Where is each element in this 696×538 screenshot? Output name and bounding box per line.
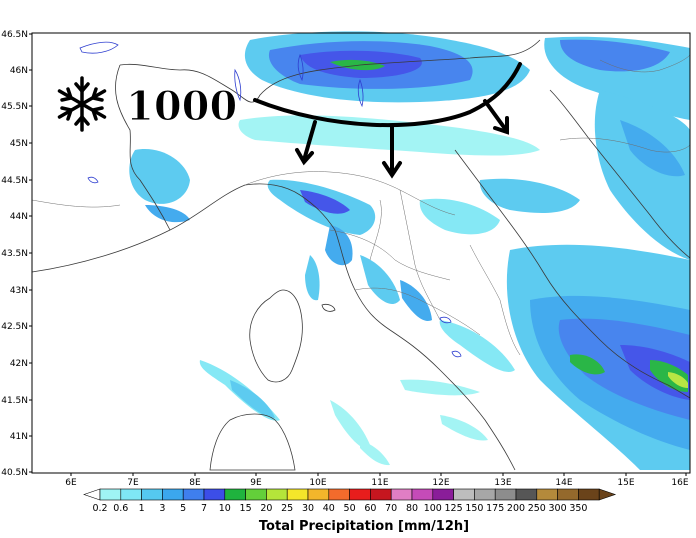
legend-swatch xyxy=(99,488,122,501)
legend-tick-label: 3 xyxy=(159,503,165,514)
legend-tick-label: 70 xyxy=(385,503,397,514)
lakes xyxy=(79,41,462,358)
legend-tick-label: 1 xyxy=(139,503,145,514)
legend-swatch xyxy=(203,488,226,501)
legend-swatch xyxy=(120,488,142,501)
lat-label: 42.5N xyxy=(1,322,28,332)
legend-tick-label: 175 xyxy=(486,503,504,514)
legend-swatch xyxy=(474,488,496,501)
legend-swatch xyxy=(515,488,538,501)
snowflake-icon xyxy=(57,76,107,132)
lat-label: 42N xyxy=(10,359,28,369)
lon-label: 8E xyxy=(189,478,201,488)
legend-tick-label: 5 xyxy=(180,503,186,514)
lon-label: 15E xyxy=(617,478,634,488)
legend-tick-label: 125 xyxy=(445,503,463,514)
legend-tick-label: 40 xyxy=(323,503,335,514)
legend-swatch xyxy=(349,488,371,501)
legend-labels: 0.2 0.6 1 3 5 7 10 15 20 25 30 40 50 60 70 80 100 125 150 1… xyxy=(92,503,587,514)
lat-label: 40.5N xyxy=(1,468,28,478)
arrow-down-icon xyxy=(483,99,509,135)
lon-label: 16E xyxy=(671,478,688,488)
legend-tick-label: 15 xyxy=(240,503,252,514)
coastlines xyxy=(31,39,691,471)
legend-swatch xyxy=(453,488,475,501)
lat-label: 44.5N xyxy=(1,176,28,186)
legend-tick-label: 150 xyxy=(465,503,483,514)
legend-swatch xyxy=(182,488,205,501)
legend-tick-label: 10 xyxy=(219,503,231,514)
legend-swatch xyxy=(266,488,288,501)
legend-swatch xyxy=(390,488,413,501)
arrow-down-icon xyxy=(295,120,317,166)
legend-swatch xyxy=(245,488,267,501)
lon-label: 9E xyxy=(250,478,262,488)
lon-label: 10E xyxy=(309,478,326,488)
cold-air-front xyxy=(253,62,522,179)
lon-label: 6E xyxy=(65,478,77,488)
legend-swatch xyxy=(411,488,434,501)
legend-swatch xyxy=(432,488,454,501)
lat-label: 46.5N xyxy=(1,30,28,40)
legend-title: Total Precipitation [mm/12h] xyxy=(259,519,469,534)
lon-label: 7E xyxy=(127,478,139,488)
legend-tick-label: 30 xyxy=(302,503,314,514)
lon-label: 13E xyxy=(494,478,511,488)
legend-tick-label: 80 xyxy=(406,503,418,514)
legend-tick-label: 100 xyxy=(424,503,442,514)
legend-colorbar xyxy=(83,488,617,501)
legend-overflow-arrow xyxy=(598,488,617,501)
legend-tick-label: 300 xyxy=(549,503,567,514)
lat-label: 41.5N xyxy=(1,396,28,406)
snow-level-annotation: 1000 xyxy=(57,76,238,132)
lat-label: 46N xyxy=(10,66,28,76)
legend-swatch xyxy=(494,488,517,501)
legend-swatch xyxy=(578,488,600,501)
legend-tick-label: 0.6 xyxy=(113,503,128,514)
legend-swatch xyxy=(286,488,309,501)
legend-tick-label: 7 xyxy=(201,503,207,514)
lat-label: 45N xyxy=(10,139,28,149)
legend: 0.2 0.6 1 3 5 7 10 15 20 25 30 40 50 60 70 80 100 125 150 1… xyxy=(83,488,617,534)
legend-tick-label: 25 xyxy=(281,503,293,514)
legend-swatch xyxy=(370,488,392,501)
snow-level-value: 1000 xyxy=(126,83,237,130)
legend-swatch xyxy=(224,488,246,501)
lon-label: 11E xyxy=(371,478,388,488)
legend-tick-label: 200 xyxy=(507,503,525,514)
legend-swatch xyxy=(307,488,330,501)
legend-tick-label: 60 xyxy=(364,503,376,514)
lat-label: 44N xyxy=(10,212,28,222)
lat-label: 45.5N xyxy=(1,102,28,112)
legend-swatch xyxy=(141,488,163,501)
lon-label: 12E xyxy=(432,478,449,488)
lon-label: 14E xyxy=(555,478,572,488)
lat-label: 43.5N xyxy=(1,249,28,259)
legend-swatch xyxy=(536,488,558,501)
lat-label: 41N xyxy=(10,432,28,442)
legend-underflow-arrow xyxy=(83,488,101,501)
legend-tick-label: 50 xyxy=(344,503,356,514)
latitude-axis: 46.5N 46N 45.5N 45N 44.5N 44N 43.5N 43N … xyxy=(1,30,32,478)
longitude-axis: 6E 7E 8E 9E 10E 11E 12E 13E 14E 15E 16E xyxy=(65,473,689,488)
legend-tick-label: 350 xyxy=(569,503,587,514)
legend-tick-label: 0.2 xyxy=(92,503,107,514)
arrow-down-icon xyxy=(382,124,402,179)
legend-tick-label: 20 xyxy=(260,503,272,514)
legend-swatch xyxy=(162,488,184,501)
precipitation-field xyxy=(129,31,690,470)
legend-swatch xyxy=(557,488,579,501)
legend-tick-label: 250 xyxy=(528,503,546,514)
lat-label: 43N xyxy=(10,286,28,296)
map-plot-area xyxy=(31,31,691,474)
legend-swatch xyxy=(328,488,350,501)
